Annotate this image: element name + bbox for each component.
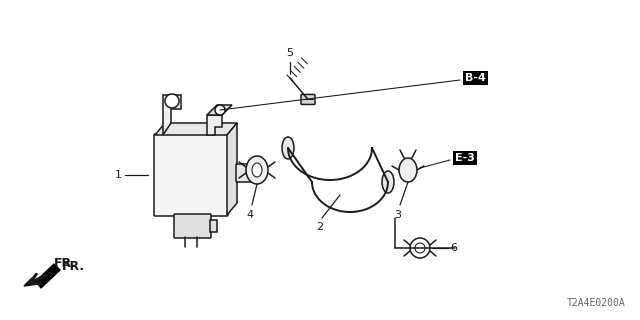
Text: 2: 2 <box>316 222 324 232</box>
Polygon shape <box>155 123 237 135</box>
FancyBboxPatch shape <box>174 214 211 238</box>
Text: 1: 1 <box>115 170 122 180</box>
Polygon shape <box>227 123 237 215</box>
Ellipse shape <box>246 156 268 184</box>
Polygon shape <box>207 115 222 135</box>
Polygon shape <box>207 105 232 115</box>
Text: B-4: B-4 <box>465 73 486 83</box>
Ellipse shape <box>382 171 394 193</box>
Polygon shape <box>210 220 217 232</box>
Circle shape <box>215 105 225 115</box>
Text: 3: 3 <box>394 210 401 220</box>
Text: FR.: FR. <box>62 260 85 273</box>
Text: 5: 5 <box>287 48 294 58</box>
Circle shape <box>165 94 179 108</box>
Ellipse shape <box>252 163 262 177</box>
FancyBboxPatch shape <box>154 134 228 216</box>
Text: E-3: E-3 <box>455 153 475 163</box>
FancyBboxPatch shape <box>236 164 256 182</box>
Polygon shape <box>24 264 60 288</box>
Ellipse shape <box>399 158 417 182</box>
Text: FR.: FR. <box>54 257 77 270</box>
Circle shape <box>410 238 430 258</box>
FancyBboxPatch shape <box>301 94 315 104</box>
Text: T2A4E0200A: T2A4E0200A <box>566 298 625 308</box>
Circle shape <box>415 243 425 253</box>
Text: 4: 4 <box>246 210 253 220</box>
Text: 6: 6 <box>450 243 457 253</box>
Polygon shape <box>163 95 181 135</box>
Ellipse shape <box>282 137 294 159</box>
